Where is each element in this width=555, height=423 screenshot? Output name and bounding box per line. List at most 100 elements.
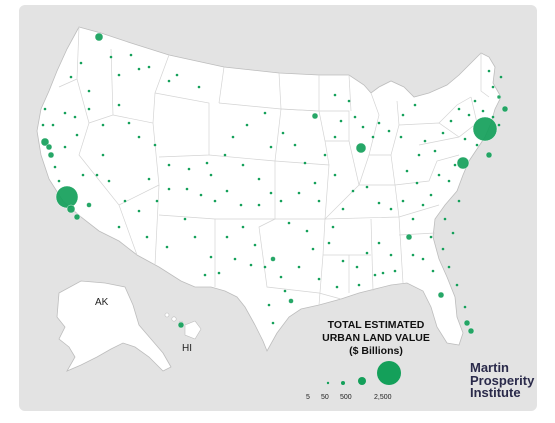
city-marker — [377, 121, 381, 125]
city-marker — [293, 143, 297, 147]
city-marker — [457, 107, 461, 111]
city-marker — [317, 277, 321, 281]
legend-value-500: 500 — [340, 394, 352, 401]
city-marker — [411, 253, 415, 257]
city-marker — [331, 225, 335, 229]
city-marker — [79, 61, 83, 65]
city-marker — [473, 99, 477, 103]
city-marker — [333, 93, 337, 97]
city-marker — [501, 105, 509, 113]
city-marker — [147, 177, 151, 181]
alaska-landmass — [56, 280, 172, 372]
city-marker — [283, 289, 287, 293]
city-marker — [447, 265, 451, 269]
city-marker — [129, 53, 133, 57]
city-marker — [441, 131, 445, 135]
city-marker — [351, 189, 355, 193]
city-marker — [183, 217, 187, 221]
city-marker — [431, 269, 435, 273]
city-marker — [269, 145, 273, 149]
city-marker — [43, 107, 47, 111]
logo-line: Institute — [470, 385, 521, 400]
city-marker — [341, 259, 345, 263]
city-marker — [401, 199, 405, 203]
legend-value-2500: 2,500 — [374, 394, 392, 401]
city-marker — [361, 125, 365, 129]
city-marker — [117, 103, 121, 107]
city-marker — [269, 191, 273, 195]
city-marker — [87, 107, 91, 111]
city-marker — [75, 133, 79, 137]
city-marker — [497, 123, 501, 127]
city-marker — [165, 245, 169, 249]
city-marker — [499, 75, 503, 79]
city-marker — [225, 235, 229, 239]
city-marker — [389, 253, 393, 257]
city-marker — [399, 135, 403, 139]
city-marker — [87, 89, 91, 93]
city-marker — [127, 121, 131, 125]
city-marker — [239, 203, 243, 207]
map-frame: AK HI TOTAL ESTIMATED URBAN LAND VALUE (… — [19, 5, 537, 411]
city-marker — [57, 179, 61, 183]
city-marker — [415, 181, 419, 185]
us-map — [36, 26, 509, 385]
city-marker — [333, 135, 337, 139]
city-marker — [101, 123, 105, 127]
city-marker — [463, 319, 471, 327]
city-marker — [63, 145, 67, 149]
city-marker — [185, 187, 189, 191]
city-marker — [137, 67, 141, 71]
city-marker — [327, 241, 331, 245]
city-marker — [401, 113, 405, 117]
city-marker — [287, 221, 291, 225]
city-marker — [107, 179, 111, 183]
city-marker — [481, 109, 485, 113]
city-marker — [137, 209, 141, 213]
city-marker — [443, 217, 447, 221]
city-marker — [66, 204, 76, 214]
city-marker — [197, 85, 201, 89]
city-marker — [447, 179, 451, 183]
city-marker — [279, 199, 283, 203]
city-marker — [421, 257, 425, 261]
city-marker — [209, 255, 213, 259]
city-marker — [225, 189, 229, 193]
logo-line: Martin — [470, 360, 509, 375]
city-marker — [303, 161, 307, 165]
city-marker — [40, 137, 50, 147]
city-marker — [81, 173, 85, 177]
city-marker — [63, 111, 67, 115]
city-marker — [423, 139, 427, 143]
city-marker — [311, 112, 319, 120]
city-marker — [429, 235, 433, 239]
legend-title: TOTAL ESTIMATED URBAN LAND VALUE ($ Bill… — [281, 319, 471, 358]
city-marker — [145, 235, 149, 239]
city-marker — [245, 123, 249, 127]
city-marker — [147, 65, 151, 69]
legend-value-5: 5 — [306, 394, 310, 401]
city-marker — [456, 156, 470, 170]
city-marker — [155, 199, 159, 203]
city-marker — [153, 143, 157, 147]
city-marker — [267, 303, 271, 307]
city-marker — [441, 247, 445, 251]
contiguous-us-landmass — [36, 26, 502, 352]
city-marker — [233, 257, 237, 261]
legend-circles — [326, 361, 401, 385]
city-marker — [223, 153, 227, 157]
legend-title-line: ($ Billions) — [349, 345, 403, 357]
legend-circle-500 — [358, 377, 366, 385]
city-marker — [475, 143, 479, 147]
city-marker — [455, 283, 459, 287]
city-marker — [253, 243, 257, 247]
city-marker — [393, 269, 397, 273]
city-marker — [209, 173, 213, 177]
martin-prosperity-logo: Martin Prosperity Institute — [470, 360, 534, 400]
city-marker — [491, 115, 495, 119]
city-marker — [417, 153, 421, 157]
state-label-alaska: AK — [95, 297, 109, 308]
state-label-hawaii: HI — [182, 343, 192, 354]
city-marker — [73, 213, 81, 221]
city-marker — [472, 116, 498, 142]
